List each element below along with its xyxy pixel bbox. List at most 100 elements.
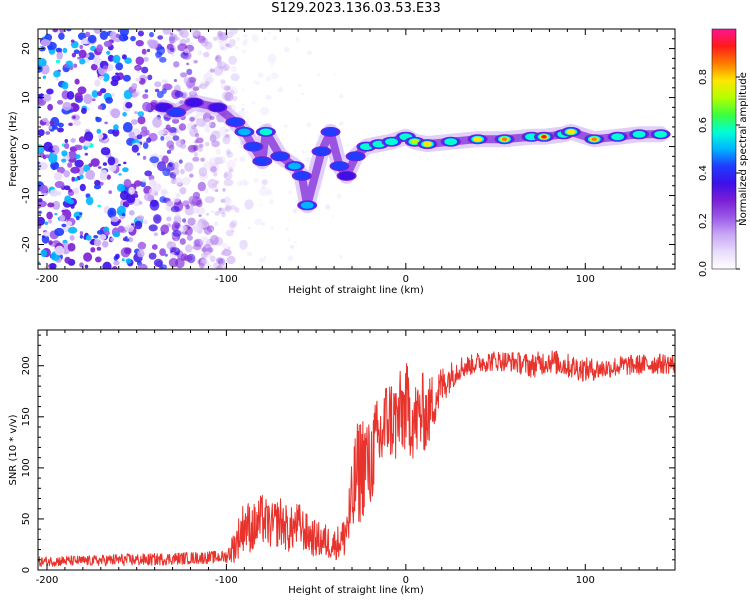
noise-blob <box>144 170 153 177</box>
noise-blob <box>137 30 144 37</box>
noise-blob <box>99 30 109 40</box>
noise-blob <box>218 126 227 136</box>
noise-blob <box>191 246 196 250</box>
noise-blob <box>201 247 208 253</box>
noise-blob <box>61 223 67 228</box>
ridge-point <box>632 130 646 138</box>
noise-blob <box>228 168 234 173</box>
noise-blob <box>261 221 266 227</box>
noise-blob <box>58 32 65 40</box>
noise-blob <box>96 246 102 251</box>
noise-blob <box>61 158 67 163</box>
noise-blob <box>204 41 213 50</box>
noise-blob <box>53 70 61 78</box>
noise-blob <box>131 144 139 153</box>
noise-blob <box>135 40 144 47</box>
noise-blob <box>198 214 202 217</box>
noise-blob <box>189 173 194 178</box>
noise-blob <box>149 199 160 211</box>
noise-blob <box>277 86 284 93</box>
ridge-point <box>185 98 203 107</box>
noise-blob <box>294 241 297 244</box>
noise-blob <box>210 227 214 231</box>
noise-blob <box>306 50 313 56</box>
colorbar-tick-label: 0.0 <box>698 261 709 277</box>
noise-blob <box>218 257 226 266</box>
spectrogram-frame <box>37 28 676 270</box>
noise-blob <box>38 261 41 264</box>
noise-blob <box>64 139 69 143</box>
noise-blob <box>80 161 84 166</box>
noise-blob <box>152 116 162 128</box>
noise-blob <box>97 105 103 110</box>
noise-blob <box>220 265 227 269</box>
noise-blob <box>110 108 121 119</box>
noise-blob <box>216 32 224 40</box>
noise-blob <box>63 64 69 68</box>
noise-blob <box>66 91 75 100</box>
noise-blob <box>213 236 224 246</box>
noise-blob <box>79 174 84 180</box>
snr-x-tick-label: 100 <box>576 575 595 586</box>
noise-blob <box>193 243 202 251</box>
noise-blob <box>157 35 164 40</box>
noise-blob <box>298 84 302 88</box>
noise-blob <box>85 31 91 37</box>
noise-blob <box>107 207 117 219</box>
noise-blob <box>96 44 103 53</box>
noise-blob <box>131 119 138 125</box>
noise-blob <box>267 31 271 35</box>
noise-blob <box>215 56 219 60</box>
noise-blob <box>209 121 216 129</box>
snr-x-axis-label: Height of straight line (km) <box>288 585 424 596</box>
noise-blob <box>186 37 190 43</box>
noise-blob <box>266 189 273 196</box>
ridge-point <box>591 137 598 141</box>
noise-blob <box>174 251 180 256</box>
snr-y-tick-label: 100 <box>21 458 32 477</box>
noise-blob <box>306 122 312 128</box>
noise-blob <box>48 125 53 130</box>
noise-blob <box>214 57 218 61</box>
noise-blob <box>178 123 187 131</box>
noise-blob <box>197 85 201 89</box>
noise-blob <box>231 95 238 101</box>
noise-blob <box>70 166 80 174</box>
noise-blob <box>210 196 216 201</box>
noise-blob <box>181 177 191 186</box>
noise-blob <box>72 115 76 119</box>
noise-blob <box>122 122 133 133</box>
noise-blob <box>38 198 43 203</box>
noise-blob <box>64 256 71 264</box>
noise-blob <box>221 242 228 248</box>
noise-blob <box>40 249 48 258</box>
noise-blob <box>122 112 127 117</box>
noise-blob <box>153 232 159 237</box>
noise-blob <box>136 152 141 156</box>
noise-blob <box>67 162 73 168</box>
noise-blob <box>156 91 164 99</box>
noise-blob <box>209 162 220 174</box>
noise-blob <box>43 141 53 152</box>
noise-blob <box>301 92 305 96</box>
noise-blob <box>226 134 233 139</box>
noise-blob <box>243 181 249 187</box>
noise-blob <box>137 249 145 258</box>
noise-blob <box>263 36 267 41</box>
noise-blob <box>102 261 112 269</box>
noise-blob <box>193 152 198 157</box>
noise-blob <box>184 48 190 54</box>
noise-blob <box>85 234 92 241</box>
noise-blob <box>118 33 128 42</box>
spectrogram-x-axis-label: Height of straight line (km) <box>288 285 424 296</box>
noise-blob <box>271 72 279 79</box>
snr-y-tick-label: 50 <box>21 513 32 526</box>
noise-blob <box>129 210 135 216</box>
noise-blob <box>241 40 248 47</box>
noise-blob <box>63 143 70 149</box>
noise-blob <box>142 93 149 99</box>
noise-blob <box>112 231 121 238</box>
ridge-point <box>424 142 431 146</box>
noise-blob <box>216 265 223 269</box>
